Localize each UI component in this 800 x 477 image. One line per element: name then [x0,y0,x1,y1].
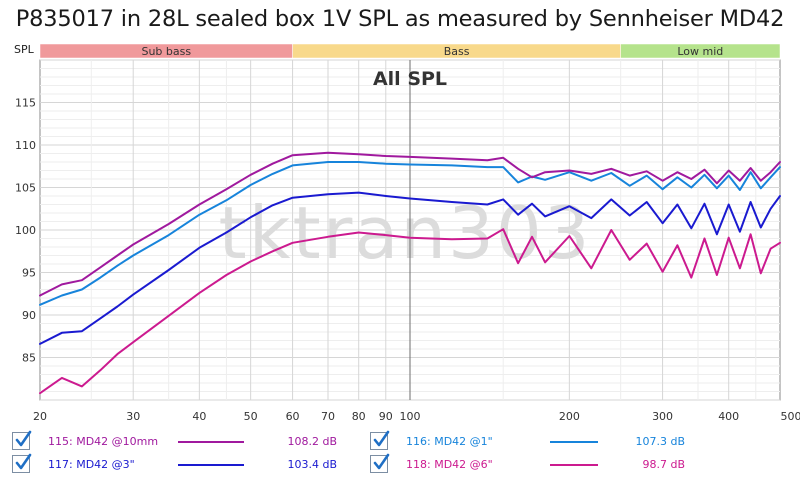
x-tick-labels: 20 30 40 50 60 70 80 90 100 200 300 400 500Hz [33,410,800,423]
chart-title: All SPL [373,68,447,90]
legend-value-116: 107.3 dB [635,435,685,448]
x-tick-label: 200 [559,410,580,423]
x-tick-label: 300 [652,410,673,423]
x-tick-label: 500Hz [780,410,800,423]
legend-item-118[interactable]: 118: MD42 @6" 98.7 dB [370,453,790,477]
x-tick-label: 100 [400,410,421,423]
y-tick-label: 115 [15,97,36,110]
y-tick-label: 110 [15,139,36,152]
y-tick-label: 105 [15,182,36,195]
x-tick-label: 30 [126,410,140,423]
legend-checkbox-116[interactable] [370,430,390,450]
x-tick-label: 90 [379,410,393,423]
legend-checkbox-117[interactable] [12,453,32,473]
legend-item-117[interactable]: 117: MD42 @3" 103.4 dB [12,453,382,477]
legend-swatch-116 [550,441,598,443]
legend-checkbox-118[interactable] [370,453,390,473]
frequency-bands: Sub bass Bass Low mid [39,43,781,59]
y-axis-label: SPL [14,43,35,56]
legend-checkbox-115[interactable] [12,430,32,450]
legend-item-115[interactable]: 115: MD42 @10mm 108.2 dB [12,430,382,454]
legend-value-115: 108.2 dB [287,435,337,448]
x-tick-label: 20 [33,410,47,423]
legend: 115: MD42 @10mm 108.2 dB 116: MD42 @1" 1… [0,428,800,477]
legend-value-117: 103.4 dB [287,458,337,471]
legend-label-118: 118: MD42 @6" [406,458,493,471]
y-tick-label: 95 [22,267,36,280]
series-line-116 [39,161,781,306]
legend-label-116: 116: MD42 @1" [406,435,493,448]
series-line-115 [39,151,781,297]
legend-label-115: 115: MD42 @10mm [48,435,159,448]
legend-label-117: 117: MD42 @3" [48,458,135,471]
series-line-118 [39,228,781,395]
legend-item-116[interactable]: 116: MD42 @1" 107.3 dB [370,430,790,454]
band-2 [620,43,781,59]
x-tick-label: 400 [718,410,739,423]
legend-swatch-118 [550,464,598,466]
watermark: tktran303 [219,191,592,275]
x-tick-label: 60 [286,410,300,423]
y-tick-label: 90 [22,309,36,322]
x-tick-label: 40 [192,410,206,423]
y-tick-label: 85 [22,352,36,365]
legend-value-118: 98.7 dB [642,458,685,471]
legend-swatch-117 [178,464,244,466]
band-label-0: Sub bass [141,45,191,58]
series-line-117 [39,191,781,345]
y-tick-labels: 85 90 95 100 105 110 115 [15,97,36,365]
x-tick-label: 70 [321,410,335,423]
spl-chart[interactable]: Sub bass Bass Low mid SPL tktran303 All SP… [0,0,800,428]
legend-swatch-115 [178,441,244,443]
band-label-1: Bass [444,45,470,58]
y-tick-label: 100 [15,224,36,237]
x-tick-label: 50 [244,410,258,423]
x-tick-label: 80 [352,410,366,423]
band-label-2: Low mid [677,45,723,58]
series-group [39,151,781,395]
page-title: P835017 in 28L sealed box 1V SPL as meas… [15,6,785,32]
